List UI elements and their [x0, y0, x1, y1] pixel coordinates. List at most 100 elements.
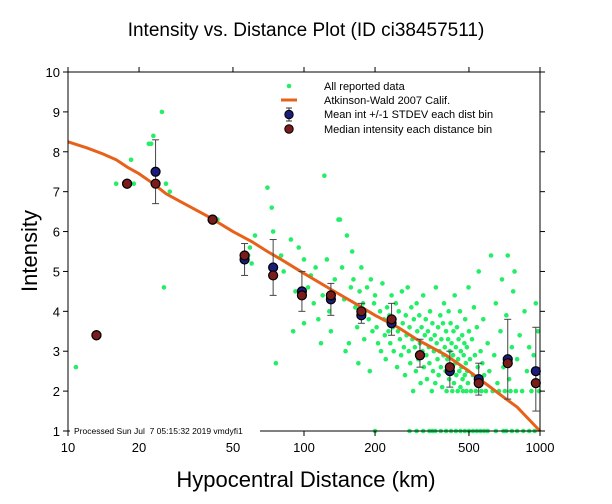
reported-data-point	[351, 277, 356, 282]
reported-data-point	[361, 336, 367, 342]
footer-background	[70, 425, 260, 436]
reported-data-point	[529, 388, 534, 394]
reported-data-point	[269, 205, 275, 210]
reported-data-point	[265, 185, 270, 190]
y-tick-label: 10	[46, 65, 60, 80]
reported-data-point	[444, 388, 449, 394]
reported-data-point	[509, 344, 515, 350]
legend-mean-icon	[284, 109, 294, 120]
reported-data-point	[249, 261, 254, 266]
legend: All reported data Atkinson-Wald 2007 Cal…	[281, 81, 493, 136]
reported-data-point	[364, 285, 370, 290]
reported-data-point	[422, 332, 428, 338]
reported-data-point	[449, 340, 454, 346]
reported-data-point	[383, 356, 389, 362]
reported-data-point	[148, 141, 154, 147]
y-tick-label: 7	[53, 185, 60, 200]
median-marker	[121, 178, 133, 189]
reported-data-point	[346, 340, 352, 346]
reported-data-point	[349, 249, 355, 254]
median-marker	[530, 378, 541, 389]
reported-data-point	[505, 253, 511, 258]
x-tick-label: 50	[226, 440, 240, 455]
legend-median-icon	[284, 124, 294, 134]
reported-data-point	[472, 352, 478, 358]
mean-marker	[530, 366, 541, 377]
reported-data-point	[414, 301, 419, 306]
reported-data-point	[159, 109, 165, 115]
reported-data-point	[485, 340, 490, 346]
mean-marker	[150, 166, 161, 177]
reported-data-point	[420, 293, 426, 298]
reported-data-point	[367, 368, 373, 374]
reported-data-point	[449, 388, 455, 394]
reported-data-point	[322, 173, 327, 179]
median-marker	[296, 290, 308, 301]
reported-data-point	[416, 313, 422, 318]
reported-data-point	[476, 269, 482, 274]
reported-data-point	[332, 277, 338, 282]
reported-data-point	[458, 384, 463, 390]
x-axis-title: Hypocentral Distance (km)	[176, 467, 435, 492]
reported-data-point	[423, 317, 429, 322]
median-marker	[207, 214, 218, 225]
reported-data-point	[419, 324, 424, 330]
reported-data-point	[313, 265, 318, 270]
reported-data-point	[339, 265, 345, 270]
reported-data-point	[473, 388, 479, 394]
reported-data-point	[316, 317, 321, 322]
reported-data-point	[475, 364, 481, 370]
median-marker	[502, 358, 513, 369]
reported-data-point	[400, 321, 406, 326]
reported-data-point	[435, 324, 441, 330]
reported-data-point	[502, 388, 508, 394]
reported-data-point	[474, 324, 480, 330]
reported-data-point	[409, 305, 414, 310]
reported-data-point	[421, 364, 427, 370]
reported-data-point	[368, 277, 374, 282]
reported-data-point	[128, 157, 134, 163]
reported-data-point	[435, 356, 440, 362]
legend-dot-icon	[286, 83, 292, 89]
x-tick-label: 10	[61, 440, 75, 455]
reported-data-point	[439, 384, 445, 390]
reported-data-point	[454, 324, 460, 330]
reported-data-point	[161, 285, 167, 290]
reported-data-point	[389, 293, 394, 298]
reported-data-point	[461, 352, 466, 358]
reported-data-layer	[73, 109, 542, 434]
y-tick-label: 3	[53, 344, 60, 359]
median-marker	[414, 350, 426, 361]
median-marker	[473, 378, 484, 389]
reported-data-point	[301, 321, 307, 326]
reported-data-point	[481, 372, 487, 378]
reported-data-point	[344, 233, 350, 238]
reported-data-point	[384, 305, 390, 310]
reported-data-point	[441, 301, 447, 306]
reported-data-point	[405, 285, 410, 290]
reported-data-point	[466, 285, 471, 290]
reported-data-point	[301, 257, 307, 262]
reported-data-point	[113, 181, 119, 186]
reported-data-point	[374, 324, 379, 330]
median-marker	[356, 306, 367, 317]
y-axis-title: Intensity	[17, 210, 42, 292]
reported-data-point	[378, 348, 384, 354]
reported-data-point	[495, 380, 500, 386]
reported-data-point	[480, 317, 486, 322]
reported-data-point	[73, 364, 79, 370]
reported-data-point	[531, 352, 536, 358]
reported-data-point	[396, 309, 402, 314]
reported-data-point	[353, 305, 358, 310]
bin-markers-layer	[91, 139, 541, 412]
reported-data-point	[305, 285, 311, 290]
reported-data-point	[281, 269, 286, 274]
reported-data-point	[446, 309, 451, 314]
reported-data-point	[454, 372, 459, 378]
reported-data-point	[380, 281, 385, 286]
reported-data-point	[442, 344, 448, 350]
reported-data-point	[437, 313, 443, 318]
median-marker	[386, 314, 397, 325]
reported-data-point	[366, 317, 372, 322]
